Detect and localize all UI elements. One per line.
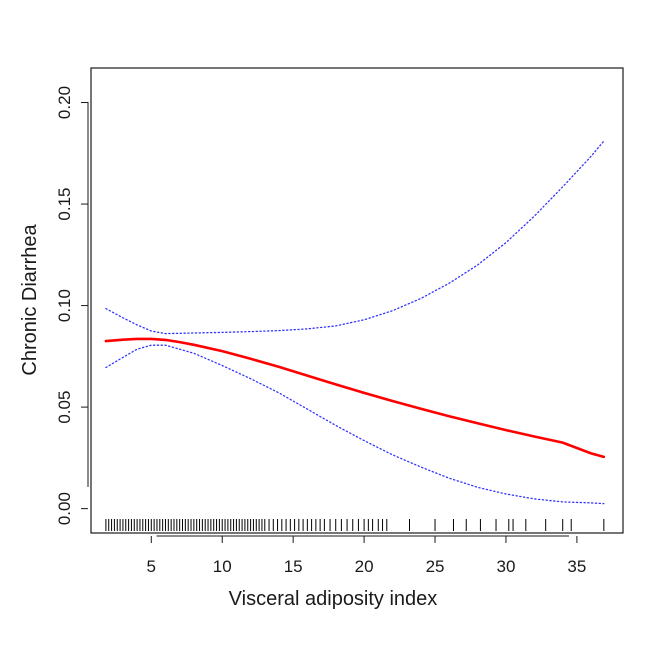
- x-tick-label: 20: [355, 557, 374, 576]
- x-tick-label: 25: [426, 557, 445, 576]
- y-axis-ticks: 0.00 0.05 0.10 0.15 0.20: [55, 86, 88, 525]
- y-tick-label: 0.00: [55, 492, 74, 525]
- x-axis-title: Visceral adiposity index: [229, 588, 438, 610]
- y-tick-label: 0.05: [55, 391, 74, 424]
- rug-marks: [105, 519, 605, 531]
- x-tick-label: 10: [213, 557, 232, 576]
- y-axis-title: Chronic Diarrhea: [19, 224, 41, 376]
- y-tick-label: 0.15: [55, 188, 74, 221]
- x-tick-label: 5: [147, 557, 156, 576]
- x-axis-ticks: 5 10 15 20 25 30 35: [147, 536, 586, 576]
- x-tick-label: 15: [284, 557, 303, 576]
- y-tick-label: 0.20: [55, 86, 74, 119]
- x-tick-label: 30: [496, 557, 515, 576]
- plot-area-frame: [90, 67, 624, 534]
- series-line-lower-ci: [105, 344, 605, 505]
- series-lines: [104, 140, 606, 505]
- x-tick-label: 35: [567, 557, 586, 576]
- y-tick-label: 0.10: [55, 289, 74, 322]
- series-line-upper-ci: [105, 140, 605, 335]
- series-line-fit: [104, 337, 606, 459]
